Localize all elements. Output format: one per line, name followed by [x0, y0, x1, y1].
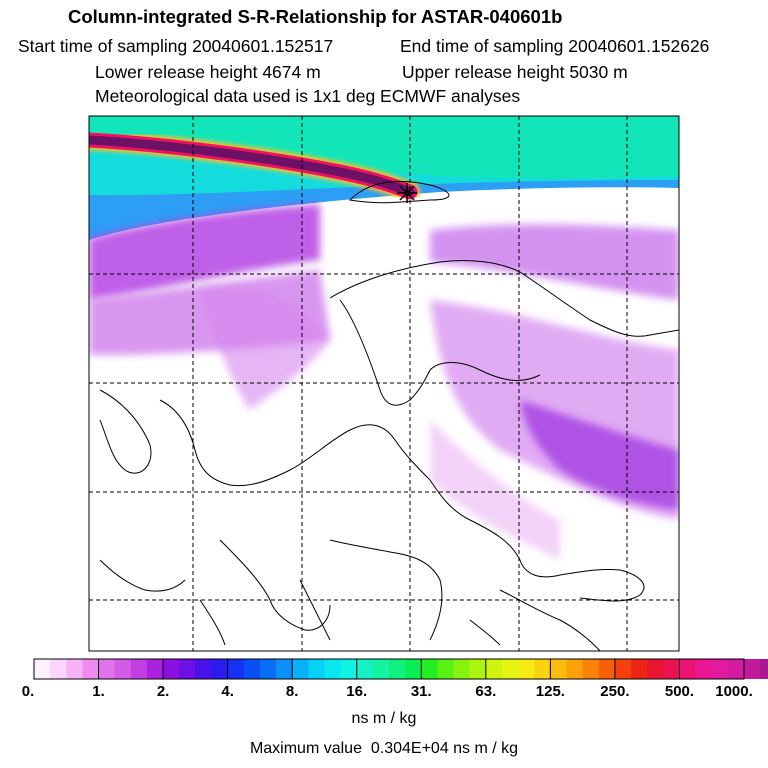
colorbar-cell [179, 659, 196, 679]
colorbar-cell [744, 659, 761, 679]
colorbar-cell [518, 659, 535, 679]
colorbar-cell [647, 659, 664, 679]
colorbar-cell [372, 659, 390, 679]
colorbar-cell [469, 659, 487, 679]
graticule [89, 116, 679, 651]
colorbar-cell [711, 659, 729, 679]
release-marker [397, 183, 417, 203]
colorbar-tick-label: 500. [664, 683, 695, 700]
colorbar-cell [211, 659, 228, 679]
colorbar-cell [195, 659, 212, 679]
colorbar-cell [34, 659, 51, 679]
colorbar-cell [98, 659, 115, 679]
colorbar-tick-label: 1000. [715, 683, 753, 700]
start-time-text: Start time of sampling 20040601.152517 [18, 36, 334, 56]
colorbar-cell [453, 659, 470, 679]
plot-title: Column-integrated S-R-Relationship for A… [68, 6, 563, 27]
colorbar-cell [566, 659, 583, 679]
colorbar-tick-label: 31. [410, 683, 432, 700]
colorbar-cell [276, 659, 293, 679]
colorbar-cell [292, 659, 309, 679]
colorbar-cell [163, 659, 180, 679]
colorbar-cell [501, 659, 519, 679]
colorbar-cell [550, 659, 567, 679]
colorbar-cell [598, 659, 616, 679]
upper-height-text: Upper release height 5030 m [402, 62, 628, 82]
colorbar-cell [534, 659, 551, 679]
map-frame [88, 115, 680, 652]
colorbar-cell [66, 659, 83, 679]
colorbar-cell [614, 659, 632, 679]
maximum-value-text: Maximum value 0.304E+04 ns m / kg [249, 740, 519, 757]
colorbar-cell [727, 659, 745, 679]
colorbar-cell [582, 659, 600, 679]
colorbar-cell [130, 659, 148, 679]
colorbar-cell [82, 659, 99, 679]
colorbar-tick-label: 63. [475, 683, 497, 700]
colorbar-cell [631, 659, 648, 679]
colorbar-tick-label: 2. [156, 683, 170, 700]
colorbar-tick-label: 0. [21, 683, 35, 700]
end-time-text: End time of sampling 20040601.152626 [400, 36, 710, 56]
colorbar-tick-label: 125. [535, 683, 565, 700]
colorbar-cell [421, 659, 438, 679]
colorbar-tick-label: 1. [92, 683, 105, 700]
colorbar-cell [679, 659, 696, 679]
colorbar-tick-label: 250. [600, 683, 630, 700]
lower-height-text: Lower release height 4674 m [95, 62, 321, 82]
colorbar-cell [485, 659, 503, 679]
colorbar-cell [146, 659, 164, 679]
colorbar-frame [33, 658, 745, 680]
colorbar-cell [760, 659, 768, 679]
colorbar-cell [50, 659, 67, 679]
colorbar-cell [663, 659, 680, 679]
colorbar-tick-label: 8. [285, 683, 299, 700]
colorbar-cell [437, 659, 454, 679]
colorbar-cell [389, 659, 406, 679]
color-bar [33, 658, 768, 680]
colorbar-cell [340, 659, 358, 679]
colorbar-cell [259, 659, 277, 679]
colorbar-units: ns m / kg [351, 710, 417, 727]
colorbar-cell [324, 659, 341, 679]
colorbar-tick-label: 16. [346, 683, 368, 700]
colorbar-cell [695, 659, 713, 679]
colorbar-tick-label: 4. [221, 683, 234, 700]
coastlines [99, 180, 679, 651]
colorbar-cell [114, 659, 132, 679]
colorbar-cell [405, 659, 422, 679]
colorbar-cell [356, 659, 374, 679]
met-data-text: Meteorological data used is 1x1 deg ECMW… [95, 86, 521, 106]
colorbar-cell [227, 659, 245, 679]
colorbar-cell [308, 659, 325, 679]
colorbar-cell [243, 659, 261, 679]
